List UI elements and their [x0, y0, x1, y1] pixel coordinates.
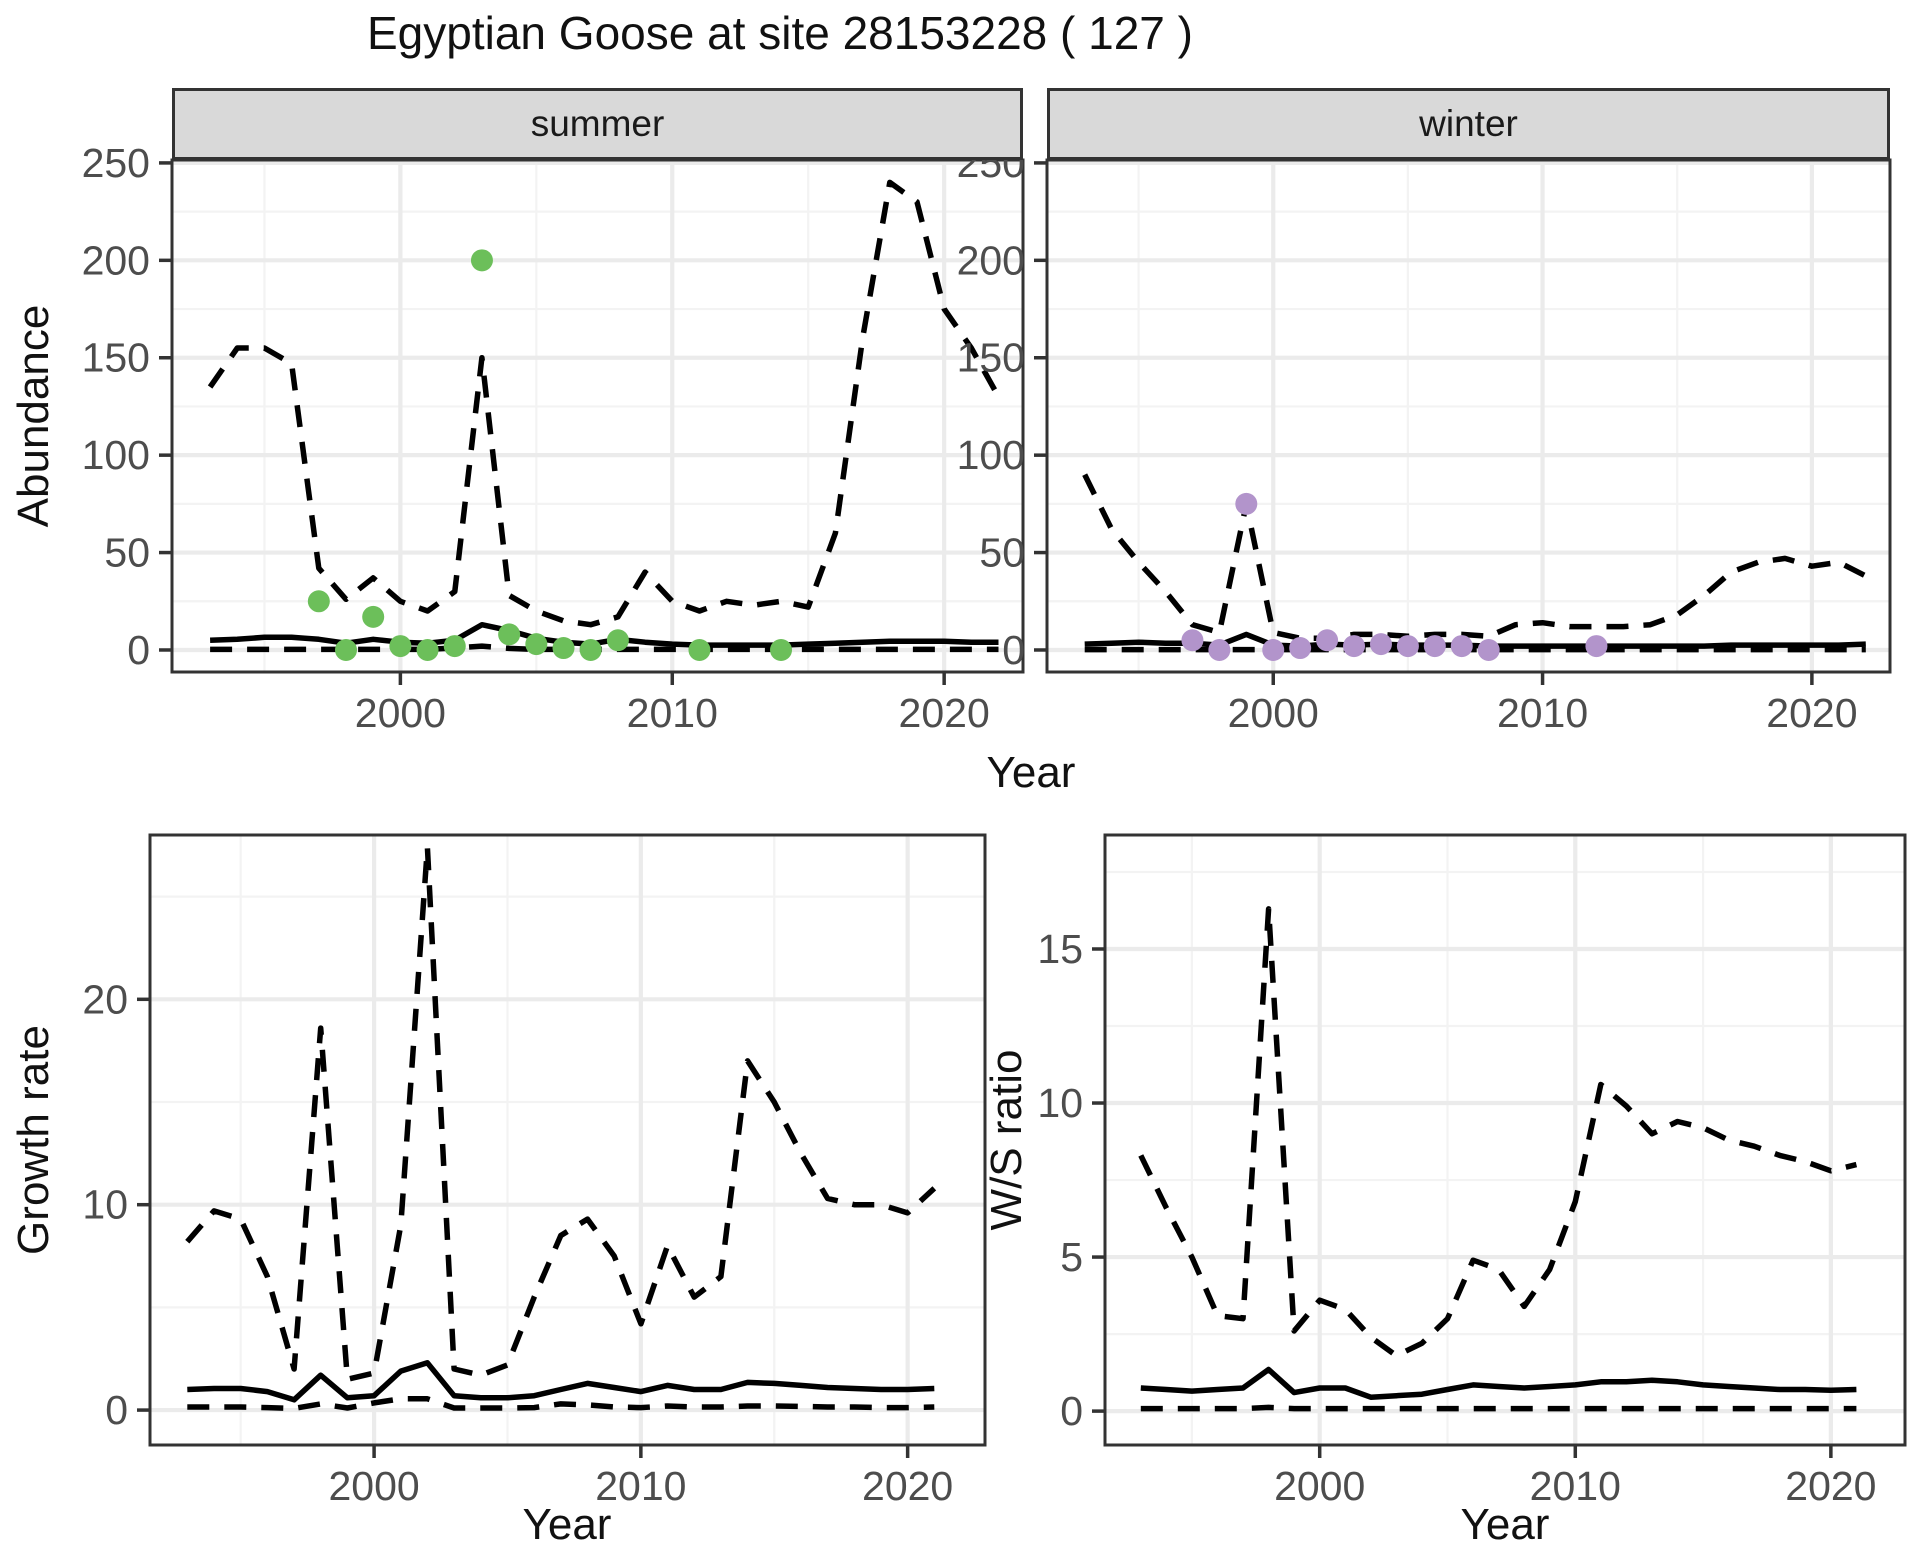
series-fit [187, 1360, 935, 1403]
y-tick-label: 50 [979, 530, 1025, 576]
data-point-observed_counts [1343, 635, 1366, 658]
x-tick-label: 2010 [627, 690, 718, 736]
y-tick-label: 0 [1002, 627, 1025, 673]
y-axis-title-growth-rate: Growth rate [9, 1025, 58, 1255]
panel-border [1045, 158, 1892, 674]
y-tick-label: 10 [82, 1182, 128, 1228]
y-tick-label: 15 [1037, 926, 1083, 972]
y-tick-label: 10 [1037, 1080, 1083, 1126]
y-tick-label: 200 [82, 237, 150, 283]
data-point-observed_counts [1316, 629, 1339, 652]
series-upper_ci [207, 179, 1001, 628]
x-tick-label: 2000 [1274, 1463, 1365, 1509]
x-tick-label: 2010 [595, 1463, 686, 1509]
series-fit [1140, 1366, 1857, 1400]
x-axis-title-year-ws: Year [1460, 1500, 1550, 1549]
panel-border [148, 833, 987, 1447]
series-upper_ci [1082, 473, 1868, 642]
y-axis-title-ws-ratio: W/S ratio [982, 1049, 1031, 1231]
y-tick-label: 50 [104, 530, 150, 576]
y-tick-label: 0 [1060, 1388, 1083, 1434]
y-tick-label: 150 [957, 335, 1025, 381]
x-tick-label: 2020 [862, 1463, 953, 1509]
data-point-observed_counts [525, 633, 548, 656]
series-lower_ci [187, 1396, 935, 1412]
data-point-observed_counts [1208, 638, 1231, 661]
y-tick-label: 100 [82, 432, 150, 478]
x-tick-label: 2020 [899, 690, 990, 736]
data-point-observed_counts [416, 638, 439, 661]
panel-background [1047, 160, 1890, 672]
page-title: Egyptian Goose at site 28153228 ( 127 ) [366, 7, 1194, 59]
x-tick-label: 2000 [328, 1463, 419, 1509]
data-point-observed_counts [1585, 635, 1608, 658]
x-axis-title-year-top: Year [986, 748, 1076, 797]
data-point-observed_counts [770, 638, 793, 661]
data-point-observed_counts [362, 605, 385, 628]
x-tick-label: 2010 [1497, 690, 1588, 736]
data-point-observed_counts [498, 623, 521, 646]
data-point-observed_counts [1235, 492, 1258, 515]
x-tick-label: 2000 [1228, 690, 1319, 736]
y-tick-label: 150 [82, 335, 150, 381]
y-tick-label: 200 [957, 237, 1025, 283]
panel-growth-rate: 2000 2010 2020 0 10 20 [82, 833, 987, 1509]
series-lower_ci [1140, 1404, 1857, 1412]
data-point-observed_counts [552, 637, 575, 660]
data-point-observed_counts [307, 590, 330, 613]
y-axis-title-abundance: Abundance [9, 304, 58, 528]
facet-strip-summer: summer [172, 88, 1023, 160]
series-upper_ci [185, 844, 937, 1383]
y-tick-label: 20 [82, 976, 128, 1022]
data-point-observed_counts [389, 635, 412, 658]
data-point-observed_counts [1369, 633, 1392, 656]
data-point-observed_counts [1289, 637, 1312, 660]
data-point-observed_counts [1262, 638, 1285, 661]
data-point-observed_counts [1396, 635, 1419, 658]
y-tick-label: 5 [1060, 1234, 1083, 1280]
y-tick-label: 100 [957, 432, 1025, 478]
data-point-observed_counts [1423, 635, 1446, 658]
y-tick-label: 0 [127, 627, 150, 673]
data-point-observed_counts [606, 629, 629, 652]
x-tick-label: 2020 [1766, 690, 1857, 736]
panel-background [150, 835, 985, 1445]
data-point-observed_counts [579, 638, 602, 661]
x-tick-label: 2000 [355, 690, 446, 736]
data-point-observed_counts [1477, 638, 1500, 661]
data-point-observed_counts [443, 635, 466, 658]
panel-background [1105, 835, 1905, 1445]
facet-strip-winter-label: winter [1419, 103, 1518, 144]
x-tick-label: 2010 [1530, 1463, 1621, 1509]
data-point-observed_counts [688, 638, 711, 661]
panel-border [1103, 833, 1907, 1447]
facet-strip-summer-label: summer [530, 103, 665, 144]
data-point-observed_counts [1181, 629, 1204, 652]
data-point-observed_counts [470, 249, 493, 272]
y-tick-label: 0 [105, 1387, 128, 1433]
x-tick-label: 2020 [1785, 1463, 1876, 1509]
y-tick-label: 250 [82, 140, 150, 186]
data-point-observed_counts [335, 638, 358, 661]
x-axis-title-year-growth: Year [522, 1500, 612, 1549]
panel-border [170, 158, 1025, 674]
panel-ws-ratio: 2000 2010 2020 0 5 10 15 [1037, 833, 1907, 1509]
facet-strip-winter: winter [1047, 88, 1890, 160]
data-point-observed_counts [1450, 635, 1473, 658]
